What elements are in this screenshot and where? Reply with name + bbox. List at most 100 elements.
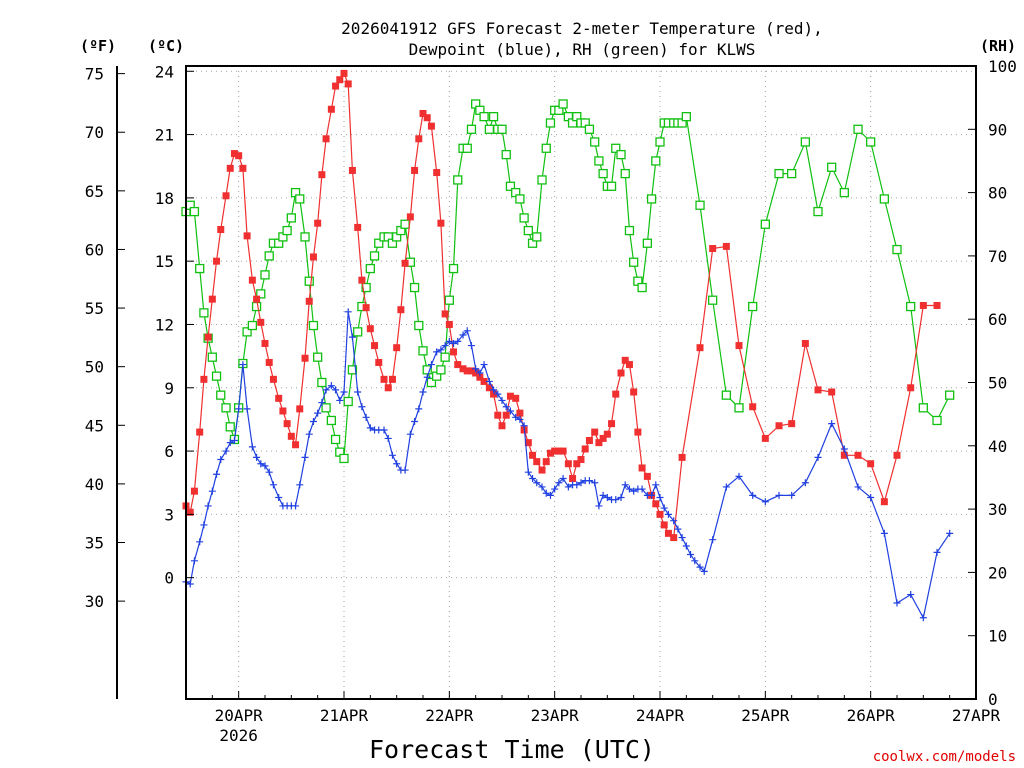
rh-tick-label: 10	[988, 627, 1007, 646]
dewpoint-point	[401, 466, 409, 474]
temperature-point	[625, 361, 633, 369]
rh-point	[347, 365, 358, 375]
temperature-point	[375, 358, 383, 366]
dewpoint-point	[946, 529, 954, 537]
dewpoint-point	[520, 422, 528, 430]
rh-point	[488, 111, 499, 122]
dewpoint-point	[854, 483, 862, 491]
dewpoint-point	[243, 405, 251, 413]
dewpoint-point	[348, 333, 356, 341]
dewpoint-point	[213, 470, 221, 478]
rh-point	[304, 276, 314, 286]
temperature-point	[867, 460, 875, 468]
temperature-point	[275, 394, 283, 402]
dewpoint-point	[463, 327, 471, 335]
rh-point	[651, 156, 661, 166]
fahrenheit-tick-label: 40	[85, 475, 104, 494]
dewpoint-point	[490, 386, 498, 394]
dewpoint-point	[445, 337, 453, 345]
fahrenheit-axis-unit: (ºF)	[80, 37, 116, 55]
temperature-point	[480, 377, 488, 385]
series-layer	[181, 69, 955, 622]
temperature-point	[603, 430, 611, 438]
rh-tick-label: 20	[988, 563, 1007, 582]
temperature-series	[182, 69, 941, 542]
rh-point	[853, 124, 863, 134]
rh-point	[892, 244, 902, 255]
dewpoint-point	[296, 481, 304, 489]
temperature-point	[279, 407, 287, 415]
dewpoint-point	[384, 434, 392, 442]
dewpoint-point	[599, 491, 607, 499]
temperature-point	[538, 466, 546, 474]
dewpoint-point	[340, 388, 348, 396]
temperature-point	[656, 510, 664, 518]
temperature-point	[498, 422, 506, 430]
rh-point	[545, 118, 556, 128]
temperature-point	[437, 219, 445, 227]
dewpoint-point	[573, 481, 581, 489]
temperature-point	[559, 447, 567, 455]
dewpoint-point	[388, 451, 396, 459]
temperature-point	[599, 434, 607, 442]
temperature-point	[880, 498, 888, 506]
rh-point	[409, 282, 420, 293]
dewpoint-point	[358, 403, 366, 411]
dewpoint-point	[275, 493, 283, 501]
dewpoint-point	[828, 420, 836, 428]
rh-tick-label: 100	[988, 57, 1017, 76]
temperature-line	[185, 72, 937, 539]
dewpoint-point	[200, 521, 208, 529]
fahrenheit-tick-label: 75	[85, 65, 104, 84]
dewpoint-point	[648, 491, 656, 499]
dewpoint-point	[506, 407, 514, 415]
temperature-point	[546, 449, 554, 457]
temperature-point	[217, 226, 225, 234]
dewpoint-point	[336, 396, 344, 404]
temperature-point	[512, 394, 520, 402]
celsius-tick-label: 18	[155, 189, 174, 208]
temperature-point	[761, 434, 769, 442]
temperature-point	[309, 253, 317, 261]
dewpoint-point	[354, 388, 362, 396]
temperature-point	[253, 295, 261, 303]
temperature-point	[269, 375, 277, 383]
temperature-point	[577, 456, 585, 464]
time-tick-label: 25APR	[741, 706, 790, 725]
dewpoint-point	[327, 382, 335, 390]
temperature-point	[581, 445, 589, 453]
dewpoint-point	[362, 413, 370, 421]
dewpoint-point	[472, 365, 480, 373]
temperature-point	[445, 320, 453, 328]
rh-point	[339, 453, 349, 464]
temperature-point	[419, 109, 427, 117]
dewpoint-point	[248, 443, 256, 451]
temperature-point	[919, 301, 927, 309]
rh-point	[242, 327, 252, 337]
temperature-point	[327, 105, 335, 113]
rh-series	[181, 99, 955, 464]
dewpoint-point	[682, 542, 690, 550]
rh-point	[616, 149, 626, 160]
temperature-point	[265, 358, 273, 366]
temperature-point	[283, 420, 291, 428]
rh-point	[365, 263, 375, 274]
temperature-point	[533, 458, 541, 466]
grid-lines	[186, 66, 976, 699]
temperature-point	[441, 310, 449, 318]
dewpoint-point	[660, 504, 668, 512]
temperature-point	[433, 169, 441, 177]
temperature-point	[301, 354, 309, 362]
dewpoint-point	[555, 479, 563, 487]
rh-point	[590, 137, 600, 147]
dewpoint-point	[880, 529, 888, 537]
dewpoint-point	[301, 453, 309, 461]
temperature-point	[411, 166, 419, 174]
temperature-point	[621, 356, 629, 364]
rh-point	[317, 377, 327, 388]
rh-point	[286, 213, 296, 223]
celsius-tick-label: 24	[155, 62, 174, 81]
rh-point	[606, 181, 617, 191]
dewpoint-point	[261, 462, 269, 470]
